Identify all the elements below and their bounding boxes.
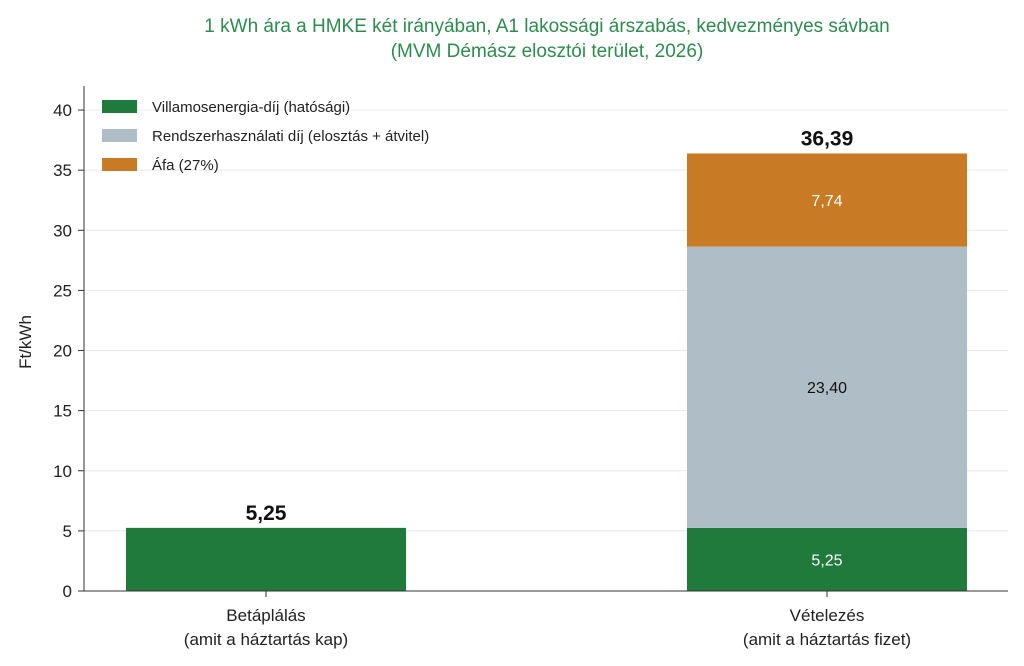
y-tick-label: 15 [53, 402, 72, 421]
x-category-sublabel: (amit a háztartás kap) [184, 630, 348, 649]
bar-segment-energy-fee-1 [126, 527, 406, 591]
legend-label: Áfa (27%) [152, 157, 219, 174]
segment-value-label: 5,25 [811, 552, 842, 569]
bar-segment-energy-fee-2 [687, 527, 967, 591]
gridlines [84, 109, 1008, 532]
y-tick-label: 30 [53, 221, 72, 240]
y-tick-label: 25 [53, 281, 72, 300]
y-tick-label: 0 [63, 582, 72, 601]
y-tick-label: 20 [53, 342, 72, 361]
legend: Villamosenergia-díj (hatósági) Rendszerha… [102, 99, 429, 174]
x-category-sublabel: (amit a háztartás fizet) [743, 630, 911, 649]
total-value-label: 5,25 [246, 502, 287, 525]
y-tick-label: 5 [63, 522, 72, 541]
legend-swatch [102, 100, 137, 113]
bar-segment-vat-2 [687, 153, 967, 247]
axes-group: 0 5 10 15 20 25 30 35 40 Betáplálás (amit a háztar… [53, 86, 1008, 649]
chart-title-line1: 1 kWh ára a HMKE két irányában, A1 lakos… [204, 16, 889, 37]
legend-swatch [102, 158, 137, 171]
bar-segment-system-fee-2 [687, 246, 967, 528]
y-axis-title: Ft/kWh [16, 315, 35, 369]
segment-value-label: 23,40 [807, 380, 847, 397]
segment-value-label: 7,74 [811, 193, 842, 210]
chart-title-line2: (MVM Démász elosztói terület, 2026) [391, 41, 704, 62]
y-tick-label: 35 [53, 161, 72, 180]
bars-group: 5,25 5,25 23,40 7,74 36,39 [126, 127, 967, 591]
legend-swatch [102, 129, 137, 142]
total-value-label: 36,39 [801, 127, 854, 150]
legend-label: Rendszerhasználati díj (elosztás + átvit… [152, 128, 429, 145]
y-tick-label: 40 [53, 101, 72, 120]
x-category-label: Vételezés [790, 606, 865, 625]
y-tick-label: 10 [53, 462, 72, 481]
legend-label: Villamosenergia-díj (hatósági) [152, 99, 350, 116]
x-category-label: Betáplálás [226, 606, 305, 625]
